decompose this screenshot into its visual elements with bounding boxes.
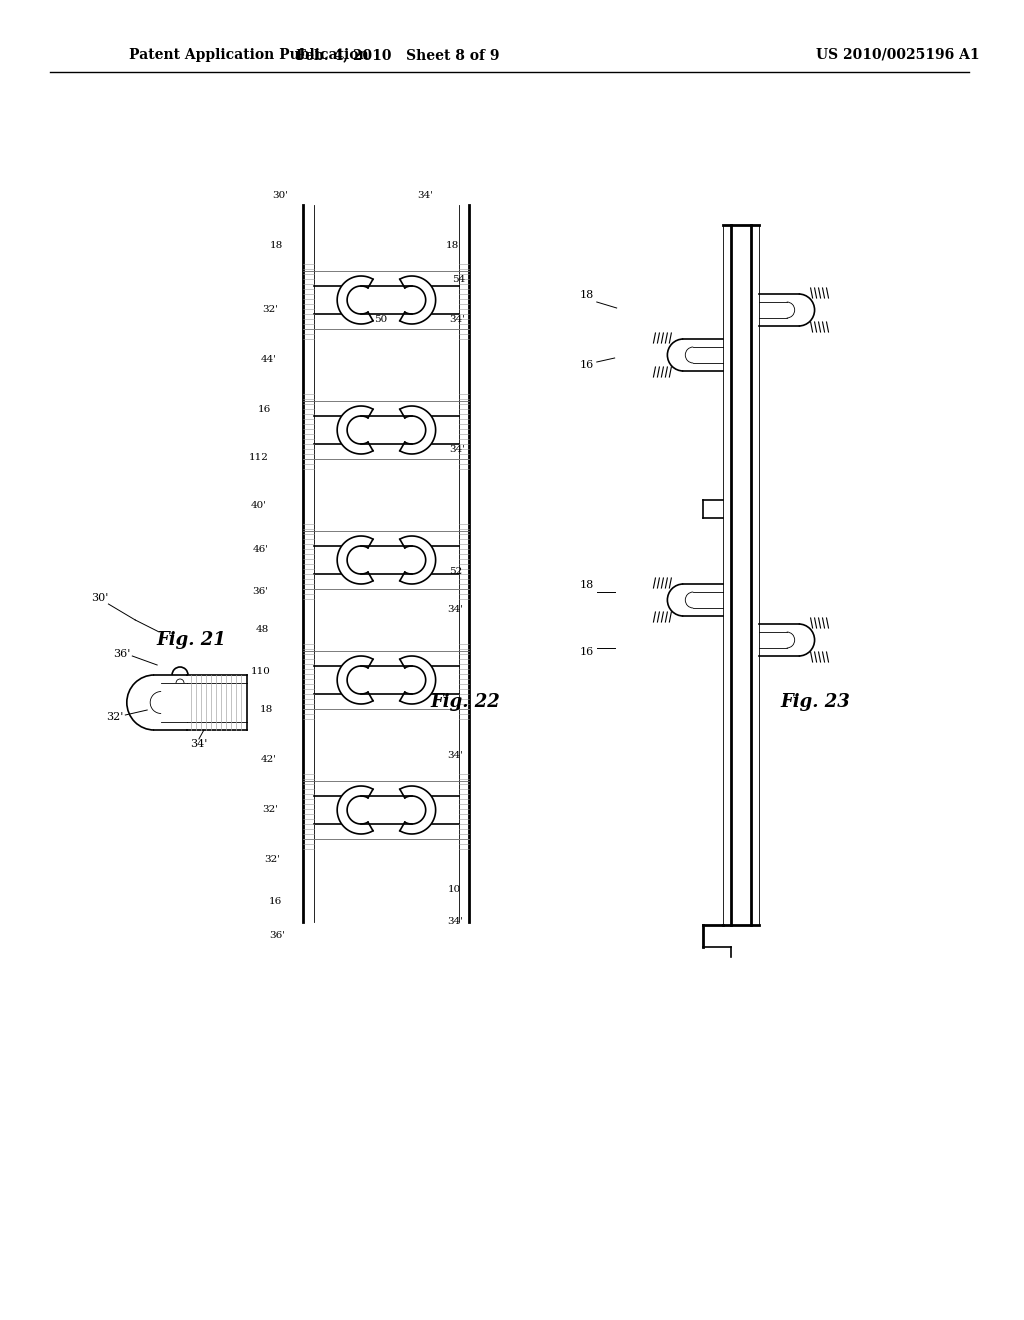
Text: 46': 46'	[253, 545, 268, 554]
Text: 32': 32'	[105, 711, 123, 722]
Text: 32': 32'	[262, 305, 279, 314]
Text: Patent Application Publication: Patent Application Publication	[129, 48, 369, 62]
Text: 18: 18	[580, 290, 594, 300]
Text: 10: 10	[447, 886, 461, 895]
Text: 40': 40'	[251, 500, 266, 510]
Text: 112: 112	[249, 454, 268, 462]
Text: Feb. 4, 2010   Sheet 8 of 9: Feb. 4, 2010 Sheet 8 of 9	[296, 48, 500, 62]
Text: 34': 34'	[418, 190, 434, 199]
Text: 18: 18	[270, 240, 284, 249]
Text: 16: 16	[269, 898, 283, 907]
Text: 42': 42'	[260, 755, 276, 764]
Text: 36': 36'	[253, 587, 268, 597]
Text: Fig. 21: Fig. 21	[156, 631, 226, 649]
Text: 18: 18	[260, 705, 273, 714]
Text: 30': 30'	[91, 593, 109, 603]
Text: 34': 34'	[447, 917, 464, 927]
Text: 50: 50	[375, 315, 387, 325]
Text: 34': 34'	[450, 446, 466, 454]
Text: 30': 30'	[272, 190, 289, 199]
Text: 44': 44'	[260, 355, 276, 364]
Text: 34': 34'	[447, 751, 464, 759]
Text: 52: 52	[450, 568, 463, 577]
Text: 18: 18	[445, 240, 459, 249]
Text: 110: 110	[251, 668, 270, 676]
Text: Fig. 23: Fig. 23	[780, 693, 851, 711]
Text: 34': 34'	[190, 739, 208, 748]
Text: 54: 54	[453, 276, 466, 285]
Text: 32': 32'	[264, 855, 281, 865]
Text: 16: 16	[580, 360, 594, 370]
Text: 36': 36'	[269, 931, 286, 940]
Text: 32': 32'	[262, 805, 279, 814]
Text: 48: 48	[255, 626, 268, 635]
Text: US 2010/0025196 A1: US 2010/0025196 A1	[815, 48, 979, 62]
Text: 34': 34'	[450, 315, 466, 325]
Text: 16: 16	[580, 647, 594, 657]
Text: 36': 36'	[113, 649, 130, 659]
Text: 16: 16	[257, 405, 270, 414]
Text: Fig. 22: Fig. 22	[431, 693, 501, 711]
Text: 34': 34'	[447, 606, 464, 615]
Text: 18: 18	[580, 579, 594, 590]
